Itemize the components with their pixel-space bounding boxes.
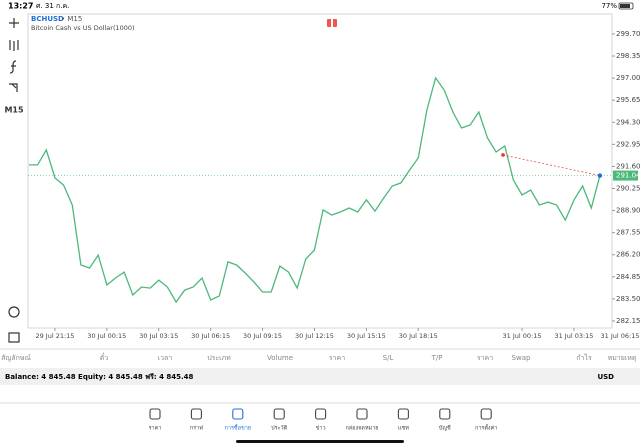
x-tick-label: 31 Jul 00:15 bbox=[503, 332, 542, 340]
candles-icon[interactable] bbox=[9, 40, 19, 51]
tab-icon[interactable] bbox=[190, 408, 202, 420]
tab-label[interactable]: ข่าว bbox=[316, 426, 326, 432]
x-tick-label: 30 Jul 12:15 bbox=[295, 332, 334, 340]
chart-symbol: BCHUSD bbox=[31, 15, 64, 23]
y-tick-label: 292.95 bbox=[616, 140, 640, 148]
price-line bbox=[29, 76, 601, 304]
x-tick-label: 30 Jul 09:15 bbox=[243, 332, 282, 340]
tab-icon[interactable] bbox=[439, 408, 451, 420]
tab-label[interactable]: ราคา bbox=[149, 426, 162, 432]
tab-bar: ราคา กราฟ การซื้อขาย ประวัติ ข่าว กล่องจดหมาย… bbox=[149, 408, 497, 432]
table-header: สัญลักษณ์ ตั๋ว เวลา ประเภท Volume ราคา S/L T/P ร… bbox=[1, 353, 637, 362]
x-tick-label: 30 Jul 03:15 bbox=[139, 332, 178, 340]
x-tick-label: 31 Jul 03:15 bbox=[554, 332, 593, 340]
tab-label[interactable]: กราฟ bbox=[190, 425, 203, 432]
status-battery: 77% bbox=[601, 2, 617, 10]
chart-timeframe: • M15 bbox=[61, 15, 82, 23]
last-point bbox=[597, 173, 603, 178]
balance-text: Balance: 4 845.48 Equity: 4 845.48 ฟรี: … bbox=[5, 373, 194, 381]
current-price-label: 291.04 bbox=[616, 172, 640, 180]
x-tick-label: 30 Jul 15:15 bbox=[347, 332, 386, 340]
y-tick-label: 295.65 bbox=[616, 96, 640, 104]
column-header[interactable]: Swap bbox=[512, 354, 531, 362]
chart: 299.70 298.35 297.00 295.65 294.30 292.95 291.… bbox=[28, 30, 640, 340]
tab-label[interactable]: แชท bbox=[398, 425, 409, 432]
y-tick-label: 290.25 bbox=[616, 184, 640, 192]
battery-level bbox=[620, 4, 630, 8]
balance-row bbox=[0, 368, 640, 385]
zoom-icon[interactable] bbox=[8, 306, 20, 318]
tab-icon[interactable] bbox=[315, 408, 327, 420]
y-tick-label: 298.35 bbox=[616, 52, 640, 60]
chart-description: Bitcoin Cash vs US Dollar(1000) bbox=[31, 24, 135, 32]
column-header[interactable]: S/L bbox=[383, 354, 394, 362]
column-header[interactable]: สัญลักษณ์ bbox=[1, 354, 31, 362]
tab-label[interactable]: กล่องจดหมาย bbox=[345, 426, 378, 432]
y-tick-label: 294.30 bbox=[616, 118, 640, 126]
column-header[interactable]: ประเภท bbox=[207, 354, 231, 362]
y-tick-label: 287.55 bbox=[616, 229, 640, 237]
status-time: 13:27 bbox=[8, 2, 33, 11]
column-header[interactable]: เวลา bbox=[158, 354, 173, 362]
tab-label[interactable]: การตั้งค่า bbox=[475, 424, 497, 432]
tab-icon[interactable] bbox=[480, 408, 492, 420]
column-header[interactable]: หมายเหตุ bbox=[608, 354, 637, 362]
balance-currency: USD bbox=[597, 373, 614, 381]
x-tick-label: 30 Jul 06:15 bbox=[191, 332, 230, 340]
order-line bbox=[502, 154, 600, 176]
tab-label[interactable]: การซื้อขาย bbox=[225, 424, 251, 432]
y-tick-label: 291.60 bbox=[616, 162, 640, 170]
left-toolbar bbox=[8, 18, 20, 343]
column-header[interactable]: ราคา bbox=[477, 354, 493, 362]
add-icon[interactable] bbox=[8, 332, 20, 343]
tab-icon[interactable] bbox=[232, 408, 244, 420]
y-tick-label: 299.70 bbox=[616, 30, 640, 38]
tab-icon[interactable] bbox=[397, 408, 409, 420]
column-header[interactable]: T/P bbox=[431, 354, 443, 362]
y-tick-label: 286.20 bbox=[616, 251, 640, 259]
status-date: ศ. 31 ก.ค. bbox=[36, 2, 69, 10]
toolbar-timeframe[interactable]: M15 bbox=[4, 106, 24, 115]
x-tick-label: 30 Jul 00:15 bbox=[87, 332, 126, 340]
order-marker bbox=[501, 153, 505, 157]
column-header[interactable]: ตั๋ว bbox=[100, 353, 109, 362]
tab-icon[interactable] bbox=[356, 408, 368, 420]
x-tick-label: 31 Jul 06:15 bbox=[601, 332, 640, 340]
y-tick-label: 288.90 bbox=[616, 207, 640, 215]
tab-label[interactable]: ประวัติ bbox=[271, 425, 287, 432]
crosshair-icon[interactable] bbox=[9, 18, 19, 28]
column-header[interactable]: กำไร bbox=[576, 353, 592, 362]
y-tick-label: 283.50 bbox=[616, 295, 640, 303]
x-tick-label: 30 Jul 18:15 bbox=[399, 332, 438, 340]
column-header[interactable]: ราคา bbox=[329, 354, 345, 362]
y-tick-label: 282.15 bbox=[616, 317, 640, 325]
y-tick-label: 297.00 bbox=[616, 74, 640, 82]
x-tick-label: 29 Jul 21:15 bbox=[35, 332, 74, 340]
tab-icon[interactable] bbox=[149, 408, 161, 420]
tab-label[interactable]: บัญชี bbox=[439, 425, 451, 432]
y-tick-label: 284.85 bbox=[616, 273, 640, 281]
tab-icon[interactable] bbox=[273, 408, 285, 420]
indicator-icon[interactable] bbox=[9, 60, 17, 74]
current-price-box bbox=[613, 170, 638, 181]
home-indicator bbox=[236, 440, 404, 443]
battery-icon bbox=[618, 2, 634, 10]
objects-icon[interactable] bbox=[9, 83, 18, 92]
one-click-divider bbox=[331, 19, 333, 27]
plot-frame bbox=[27, 13, 613, 329]
column-header[interactable]: Volume bbox=[267, 354, 293, 362]
